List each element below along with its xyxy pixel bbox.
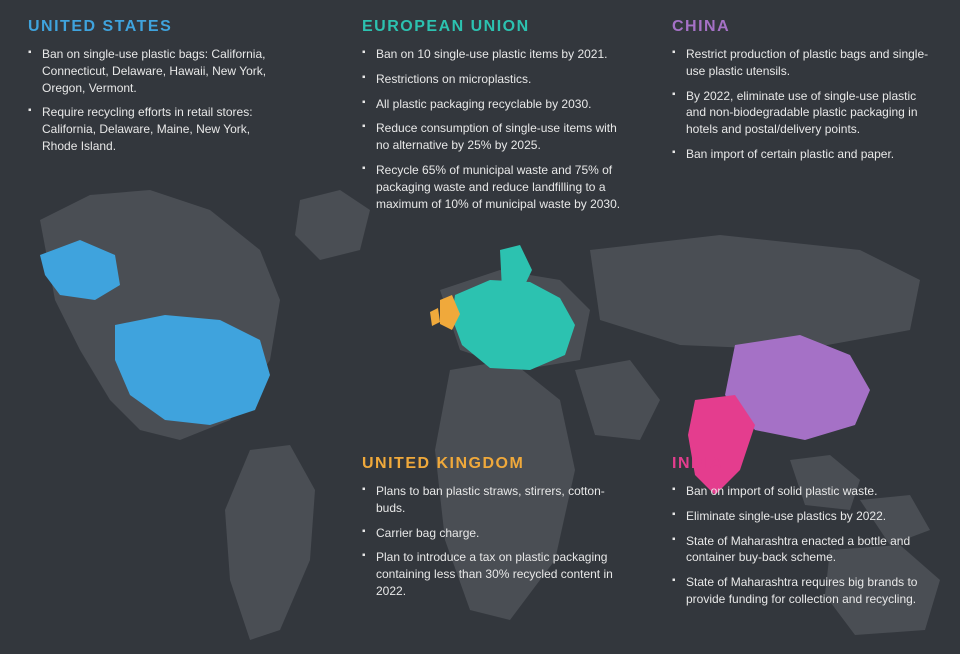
list-item: Require recycling efforts in retail stor… bbox=[28, 104, 278, 154]
region-us: UNITED STATES Ban on single-use plastic … bbox=[28, 18, 278, 163]
list-item: All plastic packaging recyclable by 2030… bbox=[362, 96, 622, 113]
region-eu: EUROPEAN UNION Ban on 10 single-use plas… bbox=[362, 18, 622, 220]
list-item: Reduce consumption of single-use items w… bbox=[362, 120, 622, 154]
list-item: Carrier bag charge. bbox=[362, 525, 622, 542]
region-india-title: INDIA bbox=[672, 455, 937, 473]
region-india-list: Ban on import of solid plastic waste. El… bbox=[672, 483, 937, 608]
region-china: CHINA Restrict production of plastic bag… bbox=[672, 18, 937, 171]
list-item: Plans to ban plastic straws, stirrers, c… bbox=[362, 483, 622, 517]
list-item: Restrict production of plastic bags and … bbox=[672, 46, 937, 80]
region-china-list: Restrict production of plastic bags and … bbox=[672, 46, 937, 163]
list-item: Restrictions on microplastics. bbox=[362, 71, 622, 88]
list-item: Ban on 10 single-use plastic items by 20… bbox=[362, 46, 622, 63]
region-india: INDIA Ban on import of solid plastic was… bbox=[672, 455, 937, 616]
list-item: Plan to introduce a tax on plastic packa… bbox=[362, 549, 622, 599]
region-eu-list: Ban on 10 single-use plastic items by 20… bbox=[362, 46, 622, 212]
list-item: State of Maharashtra requires big brands… bbox=[672, 574, 937, 608]
list-item: By 2022, eliminate use of single-use pla… bbox=[672, 88, 937, 138]
list-item: Ban on single-use plastic bags: Californ… bbox=[28, 46, 278, 96]
list-item: State of Maharashtra enacted a bottle an… bbox=[672, 533, 937, 567]
region-uk-list: Plans to ban plastic straws, stirrers, c… bbox=[362, 483, 622, 600]
region-us-list: Ban on single-use plastic bags: Californ… bbox=[28, 46, 278, 155]
list-item: Ban import of certain plastic and paper. bbox=[672, 146, 937, 163]
list-item: Ban on import of solid plastic waste. bbox=[672, 483, 937, 500]
region-us-title: UNITED STATES bbox=[28, 18, 278, 36]
region-china-title: CHINA bbox=[672, 18, 937, 36]
list-item: Recycle 65% of municipal waste and 75% o… bbox=[362, 162, 622, 212]
map-eu-highlight bbox=[452, 245, 575, 370]
region-uk: UNITED KINGDOM Plans to ban plastic stra… bbox=[362, 455, 622, 608]
list-item: Eliminate single-use plastics by 2022. bbox=[672, 508, 937, 525]
region-eu-title: EUROPEAN UNION bbox=[362, 18, 622, 36]
region-uk-title: UNITED KINGDOM bbox=[362, 455, 622, 473]
